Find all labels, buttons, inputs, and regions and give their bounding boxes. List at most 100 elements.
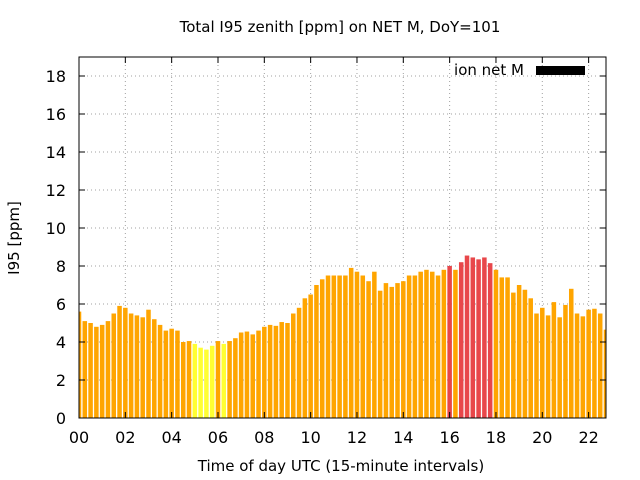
bar (511, 292, 516, 418)
bar (401, 281, 406, 418)
x-tick-label: 20 (532, 428, 552, 447)
bar (487, 263, 493, 418)
y-tick-label: 10 (46, 219, 66, 238)
chart-title: Total I95 zenith [ppm] on NET M, DoY=101 (179, 18, 501, 36)
x-tick-label: 06 (208, 428, 228, 447)
bar (244, 331, 250, 418)
bar (291, 313, 296, 418)
bar (592, 308, 597, 418)
x-tick-label: 00 (69, 428, 89, 447)
bar (285, 323, 290, 418)
bar (470, 257, 476, 418)
bar (180, 342, 186, 418)
bar (406, 275, 412, 418)
bar (447, 266, 452, 418)
bar (319, 279, 325, 418)
bar (551, 302, 557, 418)
bar (499, 277, 505, 418)
bar (563, 304, 568, 418)
x-tick-label: 02 (115, 428, 135, 447)
bar (424, 269, 429, 418)
bar (337, 275, 342, 418)
bar (123, 307, 128, 418)
y-tick-label: 8 (56, 257, 66, 276)
bar (227, 341, 232, 418)
y-tick-label: 2 (56, 371, 66, 390)
bar (250, 334, 255, 418)
x-tick-label: 08 (254, 428, 274, 447)
x-tick-label: 18 (486, 428, 506, 447)
bar (256, 330, 261, 418)
y-axis-title: I95 [ppm] (5, 201, 23, 275)
bar (273, 325, 279, 418)
bars (79, 255, 606, 418)
ticks (78, 57, 606, 419)
bar (331, 275, 337, 418)
bar (574, 313, 580, 418)
bar (175, 330, 180, 418)
bar (597, 313, 603, 418)
bar (204, 349, 209, 418)
bar (458, 262, 464, 418)
bar (505, 277, 510, 418)
plot-frame (78, 56, 607, 419)
bar (568, 288, 574, 418)
bar (343, 275, 348, 418)
bar (545, 315, 551, 418)
bar (348, 267, 354, 418)
y-tick-labels: 0 2 4 6 8 10 12 14 16 18 (46, 67, 66, 428)
bar (418, 271, 423, 418)
bar (534, 313, 539, 418)
bar (464, 255, 470, 418)
bar (389, 286, 394, 418)
bar (493, 269, 499, 418)
y-tick-label: 12 (46, 181, 66, 200)
legend-label: ion net M (454, 61, 524, 79)
bar (267, 324, 273, 418)
bar (308, 294, 313, 418)
bar (580, 316, 586, 418)
bar (215, 341, 221, 418)
bar (412, 275, 418, 418)
bar (453, 269, 458, 418)
bar (94, 326, 99, 418)
bar (79, 311, 82, 418)
bar (146, 309, 151, 418)
bar (192, 343, 198, 418)
legend-swatch (536, 66, 585, 75)
bar (105, 321, 111, 418)
bar (516, 285, 522, 418)
bar (522, 289, 528, 418)
bar (186, 341, 192, 418)
bar (82, 321, 88, 418)
bar (134, 315, 140, 418)
x-tick-label: 14 (393, 428, 413, 447)
x-tick-label: 12 (347, 428, 367, 447)
bar (476, 259, 481, 418)
y-tick-label: 16 (46, 105, 66, 124)
bar (325, 275, 331, 418)
bar (383, 283, 389, 418)
bar (88, 323, 93, 418)
y-tick-label: 0 (56, 409, 66, 428)
bar (157, 324, 163, 418)
bar (395, 283, 400, 418)
x-axis-title: Time of day UTC (15-minute intervals) (197, 457, 484, 475)
bar (360, 275, 366, 418)
bar (557, 317, 562, 418)
bar (354, 271, 360, 418)
bar (372, 271, 377, 418)
y-tick-label: 14 (46, 143, 66, 162)
bar (435, 275, 441, 418)
bar (586, 309, 591, 418)
x-tick-label: 10 (300, 428, 320, 447)
x-tick-label: 22 (578, 428, 598, 447)
bar (99, 324, 105, 418)
bar (238, 332, 244, 418)
bar (603, 329, 606, 418)
legend: ion net M (454, 61, 585, 79)
bar (377, 290, 383, 418)
bar (279, 322, 284, 418)
bar (366, 281, 371, 418)
